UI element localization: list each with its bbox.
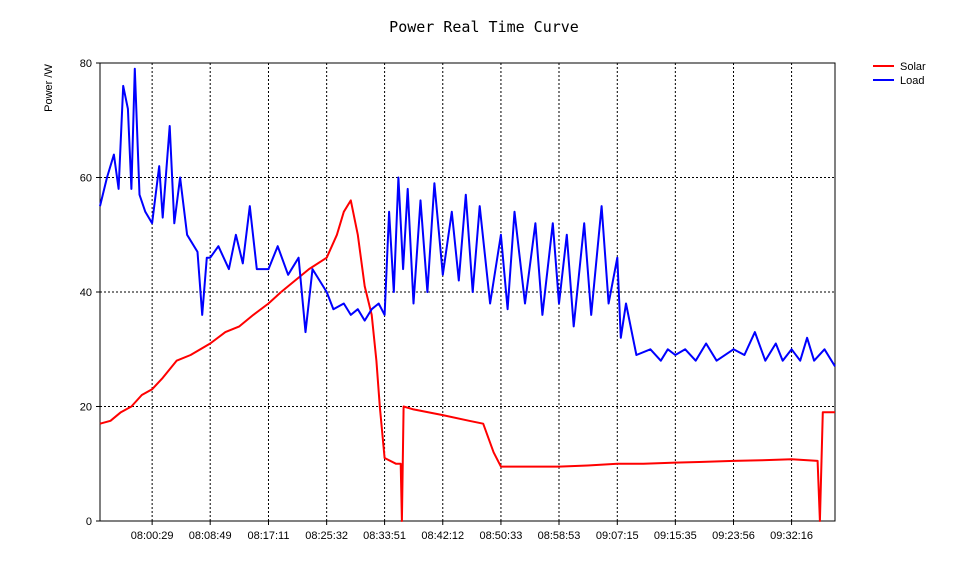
series-line-load [99, 67, 836, 367]
y-tick-label: 20 [80, 402, 92, 414]
x-tick-label: 08:08:49 [189, 530, 232, 542]
y-tick-label: 40 [80, 287, 92, 299]
legend-label-solar: Solar [900, 61, 926, 73]
x-tick-label: 09:07:15 [596, 530, 639, 542]
x-tick-label: 08:00:29 [131, 530, 174, 542]
y-tick-label: 60 [80, 173, 92, 185]
x-tick-label: 09:32:16 [770, 530, 813, 542]
x-tick-label: 08:58:53 [538, 530, 581, 542]
chart-title: Power Real Time Curve [389, 18, 579, 36]
legend: Solar Load [873, 61, 926, 87]
plot-area: 0 20 40 60 80 08:00:29 08:08:49 08:17:11 08:25:3… [80, 58, 836, 542]
x-tick-label: 09:23:56 [712, 530, 755, 542]
x-tick-label: 08:42:12 [421, 530, 464, 542]
x-tick-label: 08:25:32 [305, 530, 348, 542]
legend-label-load: Load [900, 75, 924, 87]
x-tick-label: 08:17:11 [247, 530, 289, 542]
y-tick-label: 0 [86, 516, 92, 528]
x-tick-label: 08:33:51 [363, 530, 406, 542]
x-tick-label: 09:15:35 [654, 530, 697, 542]
series-line-solar [99, 199, 835, 522]
y-axis-label: Power /W [43, 64, 55, 112]
x-tick-label: 08:50:33 [480, 530, 523, 542]
y-tick-label: 80 [80, 58, 92, 70]
